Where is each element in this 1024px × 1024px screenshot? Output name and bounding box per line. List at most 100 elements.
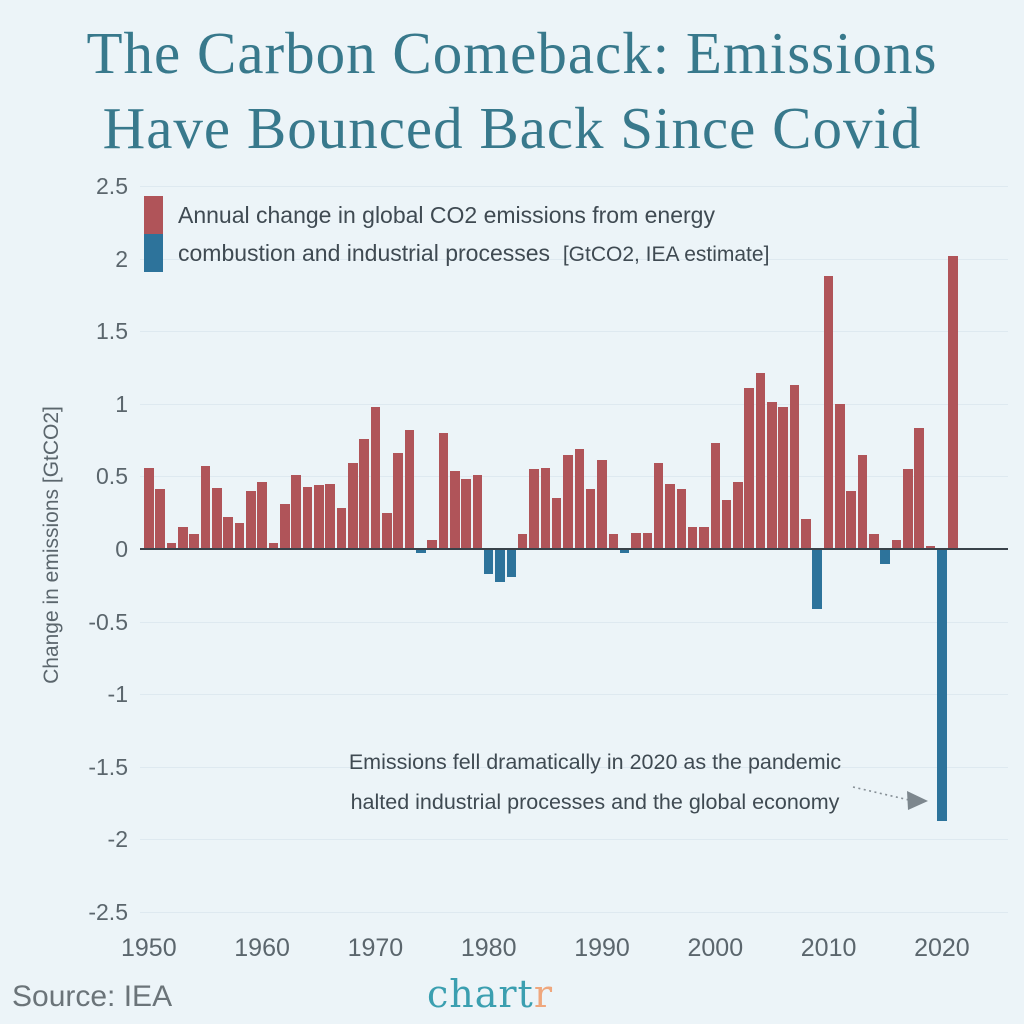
bar-2007	[789, 384, 800, 549]
gridline	[140, 476, 1008, 478]
bar-1965	[313, 485, 324, 549]
x-tick-label: 1980	[460, 934, 517, 962]
bar-1980	[483, 549, 494, 574]
bar-2002	[733, 482, 743, 549]
bar-1986	[551, 498, 562, 549]
bar-2006	[778, 406, 789, 549]
bar-1975	[427, 540, 437, 549]
bar-1951	[155, 489, 165, 549]
chartr-logo: chartr	[380, 972, 600, 1016]
chart-title: The Carbon Comeback: Emissions Have Boun…	[0, 16, 1024, 166]
bar-1992	[619, 549, 630, 554]
legend-swatch-negative	[144, 234, 163, 272]
bar-1967	[336, 508, 347, 549]
gridline	[140, 912, 1008, 913]
y-tick-label: 0	[115, 536, 128, 562]
bar-2015	[880, 549, 891, 564]
bar-1970	[370, 406, 381, 549]
y-tick-label: -2	[107, 826, 128, 853]
bar-1969	[359, 438, 369, 549]
bar-1952	[166, 543, 177, 549]
bar-1982	[506, 549, 517, 577]
bar-1963	[291, 474, 301, 549]
bar-2001	[721, 499, 732, 549]
bar-1953	[177, 527, 188, 549]
source-credit: Source: IEA	[12, 980, 173, 1013]
bar-1984	[529, 469, 539, 549]
bar-1957	[223, 517, 233, 549]
y-tick-label: 1.5	[96, 318, 128, 345]
bar-2004	[755, 373, 766, 549]
x-tick-label: 1990	[574, 934, 630, 962]
legend-units-note: [GtCO2, IEA estimate]	[562, 243, 770, 266]
bar-2016	[891, 540, 902, 549]
logo-r: r	[533, 972, 554, 1016]
bar-1985	[540, 467, 551, 549]
gridline	[140, 621, 1008, 623]
bar-2010	[823, 276, 834, 549]
bar-2005	[767, 402, 777, 549]
x-tick-label: 1970	[347, 934, 404, 962]
bar-1961	[268, 543, 279, 549]
y-tick-label: 2	[115, 245, 128, 272]
bar-1991	[608, 534, 619, 549]
bar-1999	[699, 527, 709, 549]
bar-1964	[302, 486, 313, 549]
bar-2000	[710, 443, 721, 549]
gridline	[140, 186, 1008, 187]
gridline	[140, 694, 1008, 696]
legend-text: Annual change in global CO2 emissions fr…	[178, 196, 769, 272]
y-tick-label: -2.5	[88, 899, 128, 925]
bar-2012	[846, 490, 857, 549]
y-tick-label: 0.5	[96, 463, 128, 490]
bar-1971	[381, 512, 392, 549]
gridline	[140, 766, 1008, 768]
bar-2003	[744, 387, 755, 549]
bar-1978	[461, 479, 471, 549]
x-tick-label: 1960	[234, 934, 290, 962]
annotation-arrow-icon	[852, 786, 928, 810]
y-tick-label: 2.5	[96, 173, 128, 199]
bar-2017	[903, 469, 913, 549]
y-tick-label: -0.5	[88, 608, 128, 635]
bar-1979	[472, 474, 483, 549]
bar-1998	[687, 527, 698, 549]
x-tick-label: 2000	[687, 934, 744, 962]
bar-2020	[937, 549, 947, 821]
gridline	[140, 403, 1008, 405]
bar-1994	[642, 533, 653, 549]
chart-title-line1: The Carbon Comeback: Emissions	[86, 20, 938, 86]
bar-1960	[257, 482, 267, 549]
annotation-text: Emissions fell dramatically in 2020 as t…	[300, 742, 890, 822]
legend: Annual change in global CO2 emissions fr…	[144, 196, 769, 272]
bar-2011	[835, 403, 845, 549]
bar-1990	[597, 460, 607, 549]
bar-2014	[869, 534, 879, 549]
bar-1976	[438, 432, 449, 549]
bar-1995	[653, 463, 664, 549]
bar-2013	[857, 454, 868, 549]
bar-1950	[144, 467, 154, 549]
bar-1956	[211, 488, 222, 549]
y-tick-label: 1	[115, 390, 128, 417]
bar-1968	[347, 463, 358, 549]
gridline	[140, 331, 1008, 333]
bar-1973	[404, 429, 415, 549]
bar-1996	[665, 483, 675, 549]
bar-1997	[676, 489, 687, 549]
bar-1972	[393, 453, 403, 549]
gridline	[140, 839, 1008, 841]
annotation-line2: halted industrial processes and the glob…	[350, 790, 840, 814]
bar-2008	[801, 518, 811, 549]
y-tick-label: -1.5	[88, 753, 128, 780]
bar-1954	[189, 534, 199, 549]
bar-1981	[495, 549, 505, 583]
legend-swatch-positive	[144, 196, 163, 234]
bar-1993	[631, 533, 641, 549]
x-tick-label: 2010	[800, 934, 857, 962]
bar-1959	[245, 490, 256, 549]
gridline	[140, 258, 1008, 260]
bar-2018	[914, 428, 925, 549]
bar-1989	[585, 489, 596, 549]
